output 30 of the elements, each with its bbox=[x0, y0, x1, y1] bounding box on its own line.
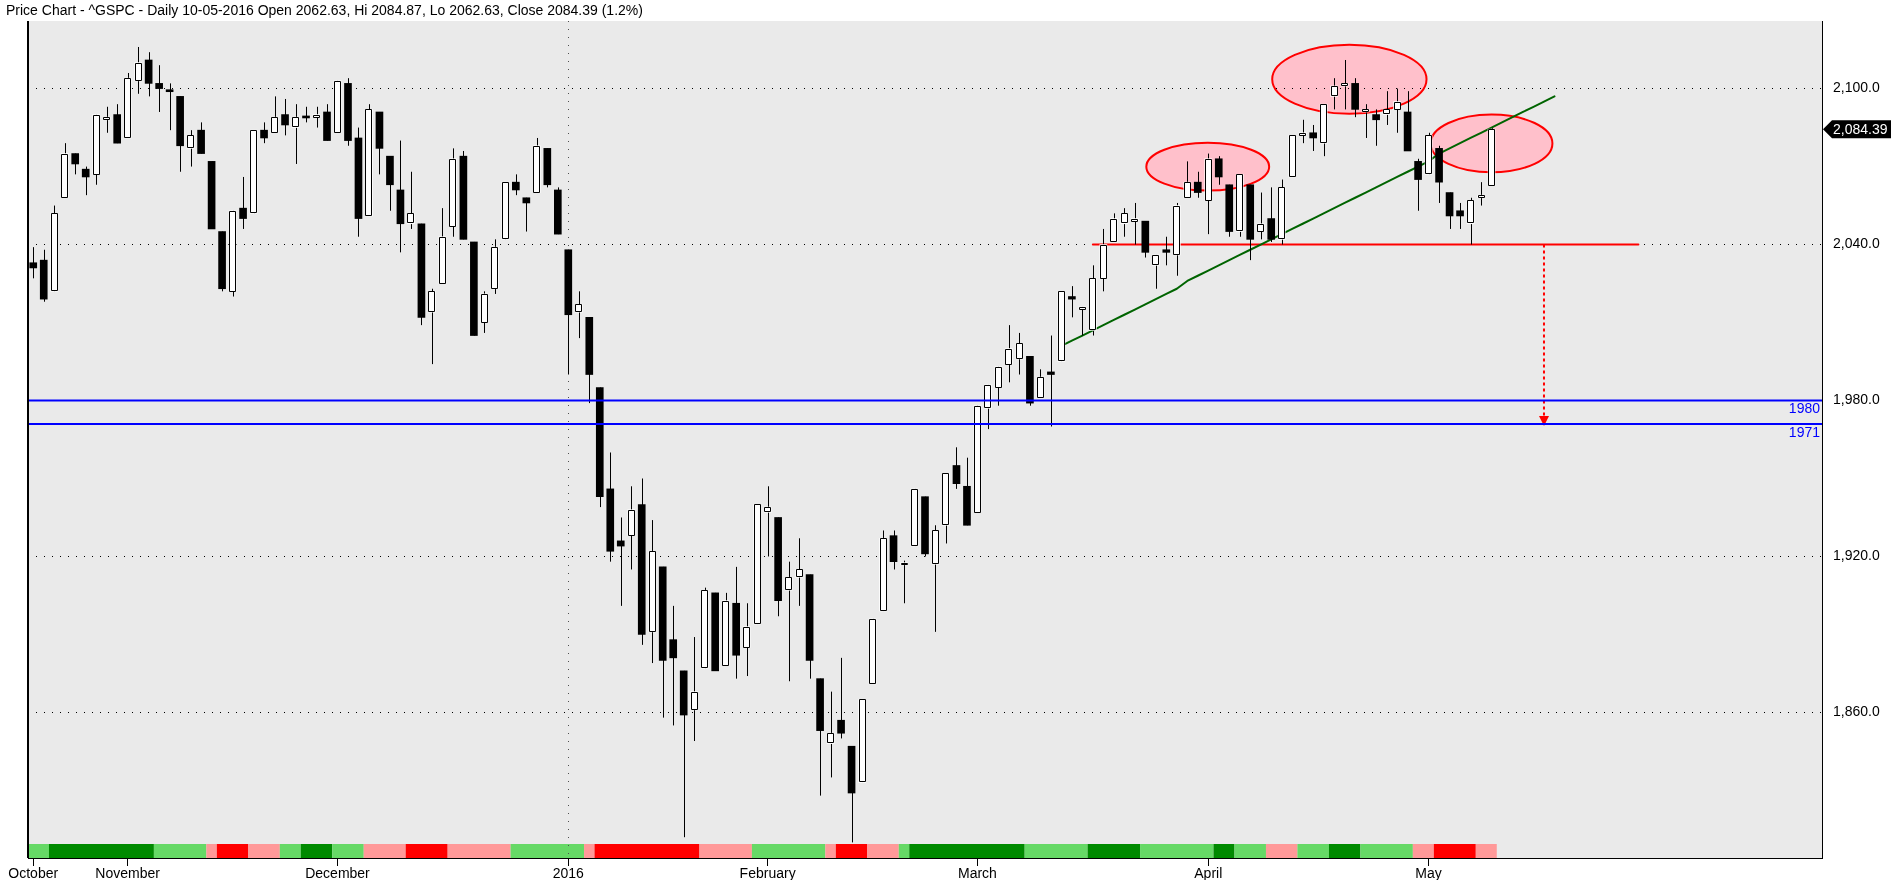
text: 2,084.39 bbox=[1833, 121, 1888, 138]
candlestick bbox=[921, 496, 929, 557]
x-tick-label: December bbox=[305, 865, 371, 882]
y-tick-label: 1,920.0 bbox=[1833, 547, 1880, 564]
candlestick bbox=[753, 503, 761, 625]
candlestick bbox=[543, 147, 552, 188]
candlestick bbox=[858, 698, 866, 784]
candlestick bbox=[700, 587, 709, 669]
x-tick-label: November bbox=[95, 865, 161, 882]
ref-line-label: 1971 bbox=[1788, 423, 1821, 440]
candlestick bbox=[973, 405, 982, 513]
candlestick bbox=[501, 181, 510, 240]
candlestick bbox=[910, 488, 919, 547]
chart-title: Price Chart - ^GSPC - Daily 10-05-2016 Open 2062.63, Hi 2084.87, Lo 2062.63, Close 2084.39 (1.2%) bbox=[6, 2, 643, 19]
candlestick bbox=[249, 129, 258, 214]
candlestick bbox=[1288, 134, 1297, 178]
y-tick-label: 2,100.0 bbox=[1833, 79, 1880, 96]
candlestick bbox=[218, 231, 226, 292]
x-tick-label: March bbox=[958, 865, 997, 882]
candlestick bbox=[207, 160, 216, 230]
y-tick-label: 1,860.0 bbox=[1833, 703, 1880, 720]
x-tick-label: 2016 bbox=[552, 865, 585, 882]
x-tick-label: October bbox=[8, 865, 59, 882]
candlestick bbox=[868, 618, 877, 685]
y-tick-label: 2,040.0 bbox=[1833, 235, 1880, 252]
candlestick bbox=[1424, 132, 1433, 175]
candlestick bbox=[711, 592, 720, 672]
candlestick bbox=[1057, 290, 1066, 363]
y-tick-label: 1,980.0 bbox=[1833, 391, 1880, 408]
ref-line-label: 1980 bbox=[1788, 400, 1821, 417]
